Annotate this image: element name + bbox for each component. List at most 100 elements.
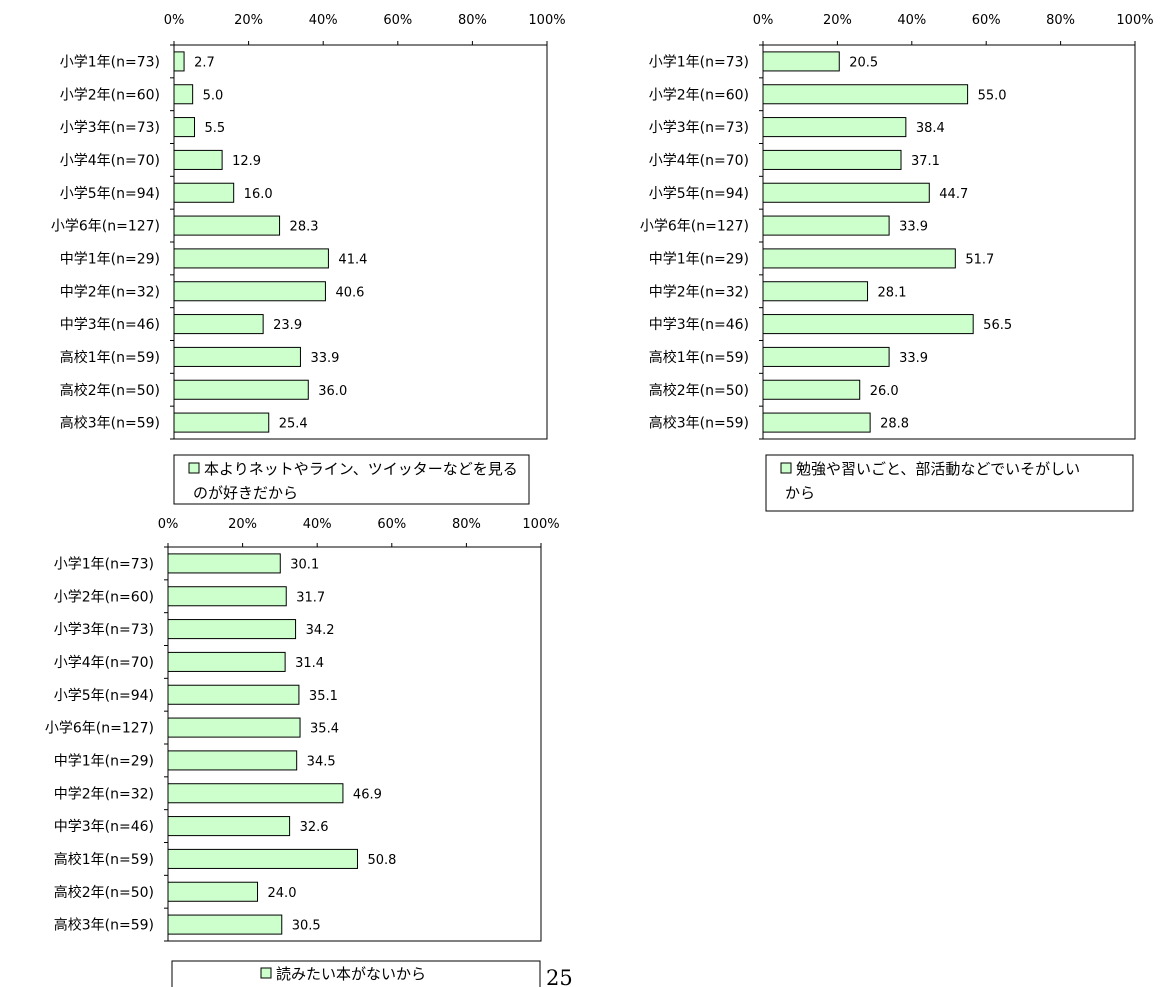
x-tick-label: 40% <box>309 13 338 28</box>
data-label: 31.4 <box>295 656 324 671</box>
data-label: 56.5 <box>983 318 1012 333</box>
category-label: 高校3年(n=59) <box>649 415 749 432</box>
category-label: 小学3年(n=73) <box>54 622 154 638</box>
category-label: 小学6年(n=127) <box>640 219 749 235</box>
data-label: 41.4 <box>338 252 367 267</box>
bar <box>762 182 930 203</box>
data-label: 46.9 <box>353 787 382 802</box>
data-label: 34.5 <box>307 754 336 769</box>
data-label: 28.3 <box>290 220 319 235</box>
bar <box>167 651 286 672</box>
bar <box>762 215 890 236</box>
x-tick-label: 80% <box>452 517 481 532</box>
x-tick-label: 60% <box>972 13 1001 28</box>
bar <box>762 281 869 302</box>
bar <box>173 84 194 105</box>
bar <box>167 914 283 935</box>
bar <box>762 149 902 170</box>
x-tick-label: 20% <box>823 13 852 28</box>
chart-2: 0% 20% 40% 60% 80% 100% 小学1年(n=73) 20.5 小学2年(n=6… <box>640 13 1154 512</box>
legend-label: 本よりネットやライン、ツイッターなどを見る <box>204 460 518 478</box>
data-label: 12.9 <box>232 154 261 169</box>
bar <box>173 412 270 433</box>
x-tick-label: 100% <box>528 13 565 28</box>
category-label: 中学1年(n=29) <box>649 251 749 267</box>
category-label: 小学5年(n=94) <box>649 186 749 202</box>
page-number: 25 <box>546 966 573 987</box>
data-label: 28.1 <box>878 285 907 300</box>
bar <box>167 684 300 705</box>
legend-box <box>171 960 541 987</box>
category-label: 中学2年(n=32) <box>649 284 749 300</box>
data-label: 5.0 <box>203 88 224 103</box>
data-label: 2.7 <box>194 55 215 70</box>
bar <box>167 586 287 607</box>
category-label: 小学6年(n=127) <box>51 219 160 235</box>
bar <box>173 117 196 138</box>
bar <box>173 248 329 269</box>
category-label: 小学3年(n=73) <box>649 120 749 136</box>
category-label: 小学5年(n=94) <box>60 186 160 202</box>
x-tick-label: 80% <box>458 13 487 28</box>
bar <box>167 816 291 837</box>
category-label: 高校2年(n=50) <box>60 382 160 399</box>
category-label: 中学2年(n=32) <box>60 284 160 300</box>
category-label: 小学1年(n=73) <box>60 54 160 70</box>
category-label: 中学3年(n=46) <box>60 317 160 333</box>
data-label: 31.7 <box>296 590 325 605</box>
data-label: 34.2 <box>306 623 335 638</box>
chart-1: 0% 20% 40% 60% 80% 100% 小学1年(n=73) 2.7 小学2年(n=60… <box>51 13 566 505</box>
x-tick-label: 0% <box>164 13 185 28</box>
bar <box>167 553 281 574</box>
data-label: 30.5 <box>292 919 321 934</box>
category-label: 高校3年(n=59) <box>60 415 160 432</box>
data-label: 5.5 <box>205 121 226 136</box>
data-label: 25.4 <box>279 417 308 432</box>
category-label: 小学6年(n=127) <box>45 721 154 737</box>
category-label: 小学2年(n=60) <box>54 589 154 605</box>
x-tick-label: 40% <box>897 13 926 28</box>
x-tick-label: 0% <box>158 517 179 532</box>
category-label: 高校1年(n=59) <box>649 349 749 366</box>
category-label: 中学1年(n=29) <box>60 251 160 267</box>
bar <box>173 215 281 236</box>
bar <box>173 346 301 367</box>
category-label: 小学4年(n=70) <box>649 153 749 169</box>
data-label: 33.9 <box>899 220 928 235</box>
bar <box>762 379 861 400</box>
bar <box>167 783 344 804</box>
category-label: 小学4年(n=70) <box>60 153 160 169</box>
legend-swatch <box>188 462 200 474</box>
legend-swatch <box>260 967 272 979</box>
data-label: 37.1 <box>911 154 940 169</box>
data-label: 33.9 <box>899 351 928 366</box>
data-label: 35.1 <box>309 689 338 704</box>
x-tick-label: 40% <box>303 517 332 532</box>
bar <box>167 619 297 640</box>
category-label: 中学1年(n=29) <box>54 753 154 769</box>
bar <box>167 881 259 902</box>
data-label: 26.0 <box>870 384 899 399</box>
data-label: 24.0 <box>268 886 297 901</box>
data-label: 55.0 <box>978 88 1007 103</box>
bar <box>173 149 223 170</box>
data-label: 38.4 <box>916 121 945 136</box>
x-tick-label: 20% <box>228 517 257 532</box>
category-label: 中学3年(n=46) <box>54 819 154 835</box>
x-tick-label: 100% <box>1116 13 1153 28</box>
legend-label: のが好きだから <box>193 484 298 502</box>
category-label: 高校1年(n=59) <box>60 349 160 366</box>
bar <box>173 182 235 203</box>
data-label: 44.7 <box>939 187 968 202</box>
data-label: 50.8 <box>367 853 396 868</box>
x-tick-label: 80% <box>1046 13 1075 28</box>
data-label: 40.6 <box>335 285 364 300</box>
data-label: 35.4 <box>310 722 339 737</box>
bar <box>173 51 185 72</box>
data-label: 32.6 <box>300 820 329 835</box>
bar <box>762 412 871 433</box>
category-label: 高校2年(n=50) <box>649 382 749 399</box>
category-label: 中学3年(n=46) <box>649 317 749 333</box>
category-label: 中学2年(n=32) <box>54 786 154 802</box>
